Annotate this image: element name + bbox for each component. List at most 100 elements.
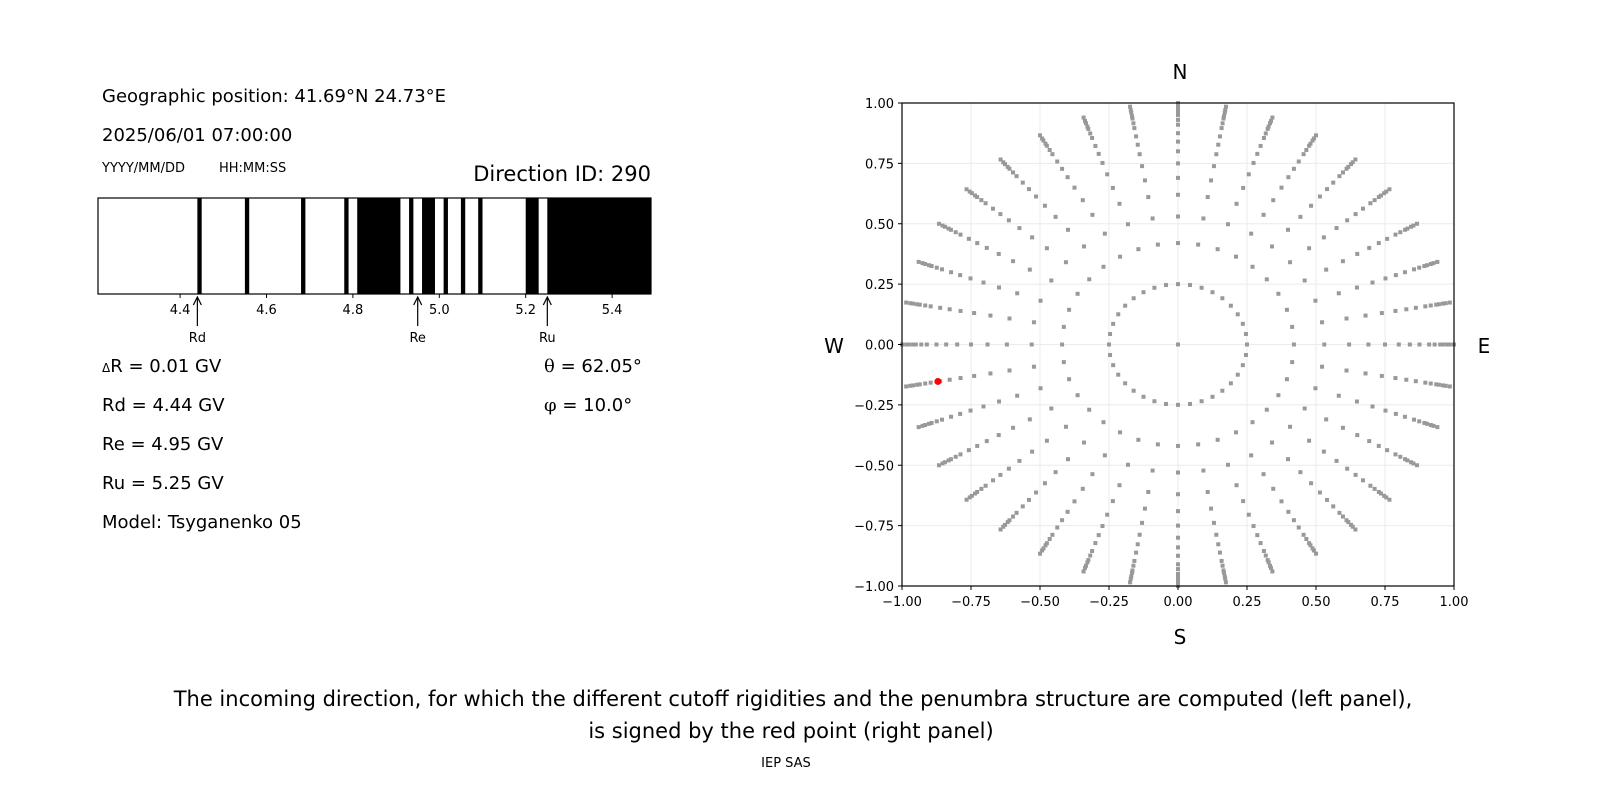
grid-point — [923, 303, 928, 308]
grid-point — [972, 311, 977, 316]
grid-point — [1243, 332, 1248, 337]
grid-point — [1217, 134, 1222, 139]
grid-point — [928, 380, 933, 385]
grid-point — [1405, 226, 1410, 231]
grid-point — [1049, 406, 1054, 411]
ru-value: Ru = 5.25 GV — [102, 473, 224, 494]
grid-point — [946, 458, 951, 463]
grid-point — [1296, 159, 1301, 164]
grid-point — [1320, 364, 1325, 369]
grid-point — [958, 452, 963, 457]
grid-point — [1440, 342, 1445, 347]
y-tick-label: −1.00 — [854, 580, 894, 595]
grid-point — [1432, 342, 1437, 347]
grid-point — [1372, 486, 1377, 491]
grid-point — [910, 383, 915, 388]
grid-point — [968, 276, 973, 281]
grid-point — [1116, 312, 1121, 317]
grid-point — [1270, 569, 1275, 574]
grid-point — [1354, 399, 1359, 404]
x-tick-label: 0.25 — [1233, 595, 1262, 610]
grid-point — [981, 404, 986, 409]
grid-point — [1137, 152, 1142, 157]
date-format-label: YYYY/MM/DD — [102, 161, 185, 176]
grid-point — [1270, 115, 1275, 120]
grid-point — [1222, 114, 1227, 119]
grid-point — [1243, 352, 1248, 357]
grid-point — [1310, 138, 1315, 143]
grid-point — [1111, 321, 1116, 326]
grid-point — [1220, 296, 1225, 301]
grid-point — [996, 251, 1001, 256]
grid-point — [1368, 201, 1373, 206]
grid-point — [1415, 221, 1420, 226]
grid-point — [1415, 463, 1420, 468]
grid-point — [1445, 342, 1450, 347]
grid-point — [1134, 134, 1139, 139]
x-tick-label: −1.00 — [882, 595, 922, 610]
grid-point — [1223, 104, 1228, 109]
grid-point — [1017, 226, 1022, 231]
grid-point — [1441, 383, 1446, 388]
grid-point — [1436, 302, 1441, 307]
grid-point — [1279, 185, 1284, 190]
grid-point — [1321, 235, 1326, 240]
grid-point — [1251, 160, 1256, 165]
grid-point — [1176, 122, 1180, 127]
grid-point — [1027, 267, 1032, 272]
grid-point — [1241, 499, 1246, 504]
grid-point — [1222, 574, 1227, 579]
grid-point — [1155, 242, 1160, 247]
grid-point — [1376, 241, 1381, 246]
grid-point — [1085, 560, 1090, 565]
grid-point — [1209, 506, 1214, 511]
grid-point — [1417, 419, 1422, 424]
grid-point — [1176, 149, 1180, 154]
grid-point — [1372, 198, 1377, 203]
y-tick-label: 0.50 — [865, 218, 894, 233]
forbidden-band — [422, 198, 435, 294]
grid-point — [1234, 201, 1239, 206]
grid-point — [916, 259, 921, 264]
grid-point — [904, 300, 909, 305]
grid-point — [1047, 537, 1052, 542]
grid-point — [1176, 282, 1180, 287]
grid-point — [1083, 566, 1088, 571]
grid-point — [1266, 560, 1271, 565]
forbidden-band — [197, 198, 202, 294]
grid-point — [1302, 278, 1307, 283]
grid-point — [1108, 352, 1113, 357]
grid-point — [904, 342, 909, 347]
east-label: E — [1478, 334, 1491, 358]
grid-point — [1135, 542, 1140, 547]
grid-point — [1265, 126, 1270, 131]
grid-point — [1226, 462, 1231, 467]
y-tick-label: 1.00 — [865, 97, 894, 112]
grid-point — [1355, 251, 1360, 256]
grid-point — [1176, 574, 1180, 579]
grid-point — [1209, 178, 1214, 183]
grid-point — [1220, 121, 1225, 126]
grid-point — [1187, 401, 1192, 406]
grid-point — [949, 270, 954, 275]
grid-point — [1317, 490, 1322, 495]
grid-point — [1424, 263, 1429, 268]
grid-point — [1130, 568, 1135, 573]
grid-point — [1266, 124, 1271, 129]
grid-point — [1085, 124, 1090, 129]
x-tick-label: 1.00 — [1440, 595, 1469, 610]
grid-point — [1336, 291, 1341, 296]
grid-point — [1235, 372, 1240, 377]
grid-point — [1428, 423, 1433, 428]
grid-point — [1216, 142, 1221, 147]
grid-point — [969, 191, 974, 196]
grid-point — [1384, 495, 1389, 500]
grid-point — [1164, 283, 1169, 288]
grid-point — [1222, 110, 1227, 115]
grid-point — [1407, 342, 1412, 347]
grid-point — [1307, 246, 1312, 251]
marker-arrow-head — [542, 295, 552, 306]
grid-point — [1146, 195, 1151, 200]
grid-point — [1176, 110, 1180, 115]
x-tick-label: −0.25 — [1089, 595, 1129, 610]
